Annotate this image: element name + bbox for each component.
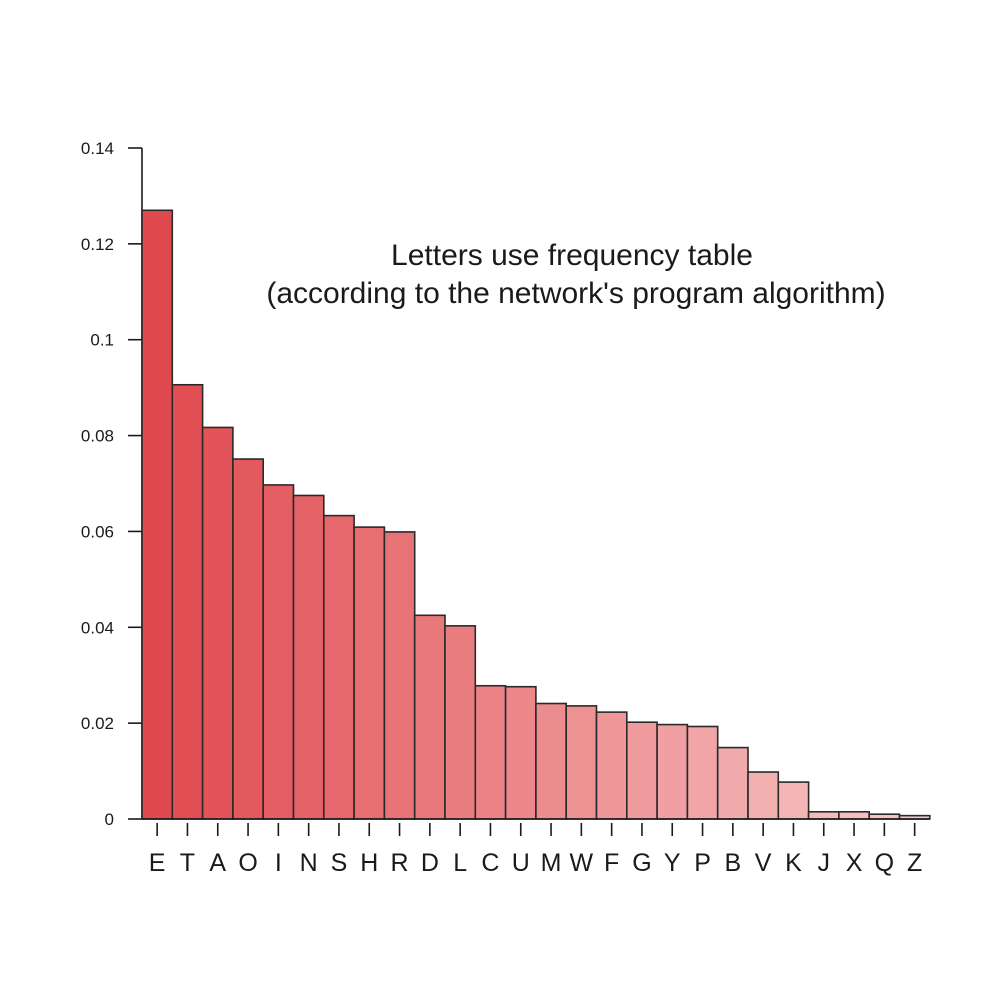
bar-w	[565, 705, 598, 820]
chart-title-line-2: (according to the network's program algo…	[266, 277, 885, 310]
bar-n	[292, 494, 325, 820]
bar-v	[747, 771, 780, 820]
x-tick-label-t: T	[180, 849, 195, 877]
bar-x	[838, 811, 871, 820]
x-tick-label-z: Z	[907, 849, 922, 877]
bar-s	[322, 514, 355, 820]
x-tick-label-m: M	[541, 849, 562, 877]
y-tick-label: 0.14	[81, 139, 114, 158]
x-tick-label-u: U	[512, 849, 530, 877]
x-tick-label-c: C	[481, 849, 499, 877]
x-tick-label-y: Y	[664, 849, 681, 877]
x-tick-label-q: Q	[875, 849, 894, 877]
x-tick-label-i: I	[275, 849, 282, 877]
x-tick-label-g: G	[632, 849, 651, 877]
bar-f	[595, 711, 628, 820]
x-tick-label-o: O	[238, 849, 257, 877]
bar-j	[807, 811, 840, 820]
bar-r	[383, 531, 416, 820]
x-tick-label-x: X	[846, 849, 863, 877]
bar-b	[716, 746, 749, 820]
bar-p	[686, 725, 719, 820]
bar-d	[413, 614, 446, 820]
x-tick-label-a: A	[209, 849, 226, 877]
bars	[141, 209, 931, 820]
bar-k	[777, 781, 810, 820]
x-tick-label-f: F	[604, 849, 619, 877]
bar-y	[656, 723, 689, 820]
bar-l	[444, 625, 477, 820]
y-tick-label: 0.04	[81, 618, 114, 637]
bar-c	[474, 684, 507, 820]
y-tick-label: 0.02	[81, 714, 114, 733]
chart-title: Letters use frequency table (according t…	[266, 239, 885, 310]
bar-o	[232, 458, 264, 820]
x-tick-label-e: E	[149, 849, 166, 877]
x-tick-label-b: B	[725, 849, 742, 877]
bar-u	[504, 685, 537, 820]
bar-i	[262, 484, 295, 820]
bar-a	[201, 426, 234, 820]
bar-g	[625, 721, 658, 820]
bar-t	[171, 383, 204, 820]
x-tick-label-n: N	[300, 849, 318, 877]
x-tick-label-v: V	[755, 849, 772, 877]
x-tick-label-r: R	[391, 849, 409, 877]
y-tick-label: 0.1	[90, 331, 114, 350]
bar-e	[141, 209, 174, 820]
x-tick-label-j: J	[818, 849, 831, 877]
y-tick-label: 0.08	[81, 427, 114, 446]
x-tick-label-w: W	[570, 849, 594, 877]
bar-m	[535, 702, 568, 820]
y-axis: 0 0.02 0.04 0.06 0.08 0.1 0.12 0.14	[81, 139, 143, 829]
chart-title-line-1: Letters use frequency table	[391, 239, 753, 272]
x-tick-label-d: D	[421, 849, 439, 877]
bar-h	[353, 526, 386, 820]
x-tick-label-k: K	[785, 849, 802, 877]
x-tick-label-s: S	[331, 849, 348, 877]
x-tick-label-h: H	[360, 849, 378, 877]
y-tick-label: 0	[105, 810, 114, 829]
y-tick-label: 0.06	[81, 522, 114, 541]
x-tick-label-p: P	[694, 849, 711, 877]
y-tick-label: 0.12	[81, 235, 114, 254]
x-tick-label-l: L	[453, 849, 467, 877]
